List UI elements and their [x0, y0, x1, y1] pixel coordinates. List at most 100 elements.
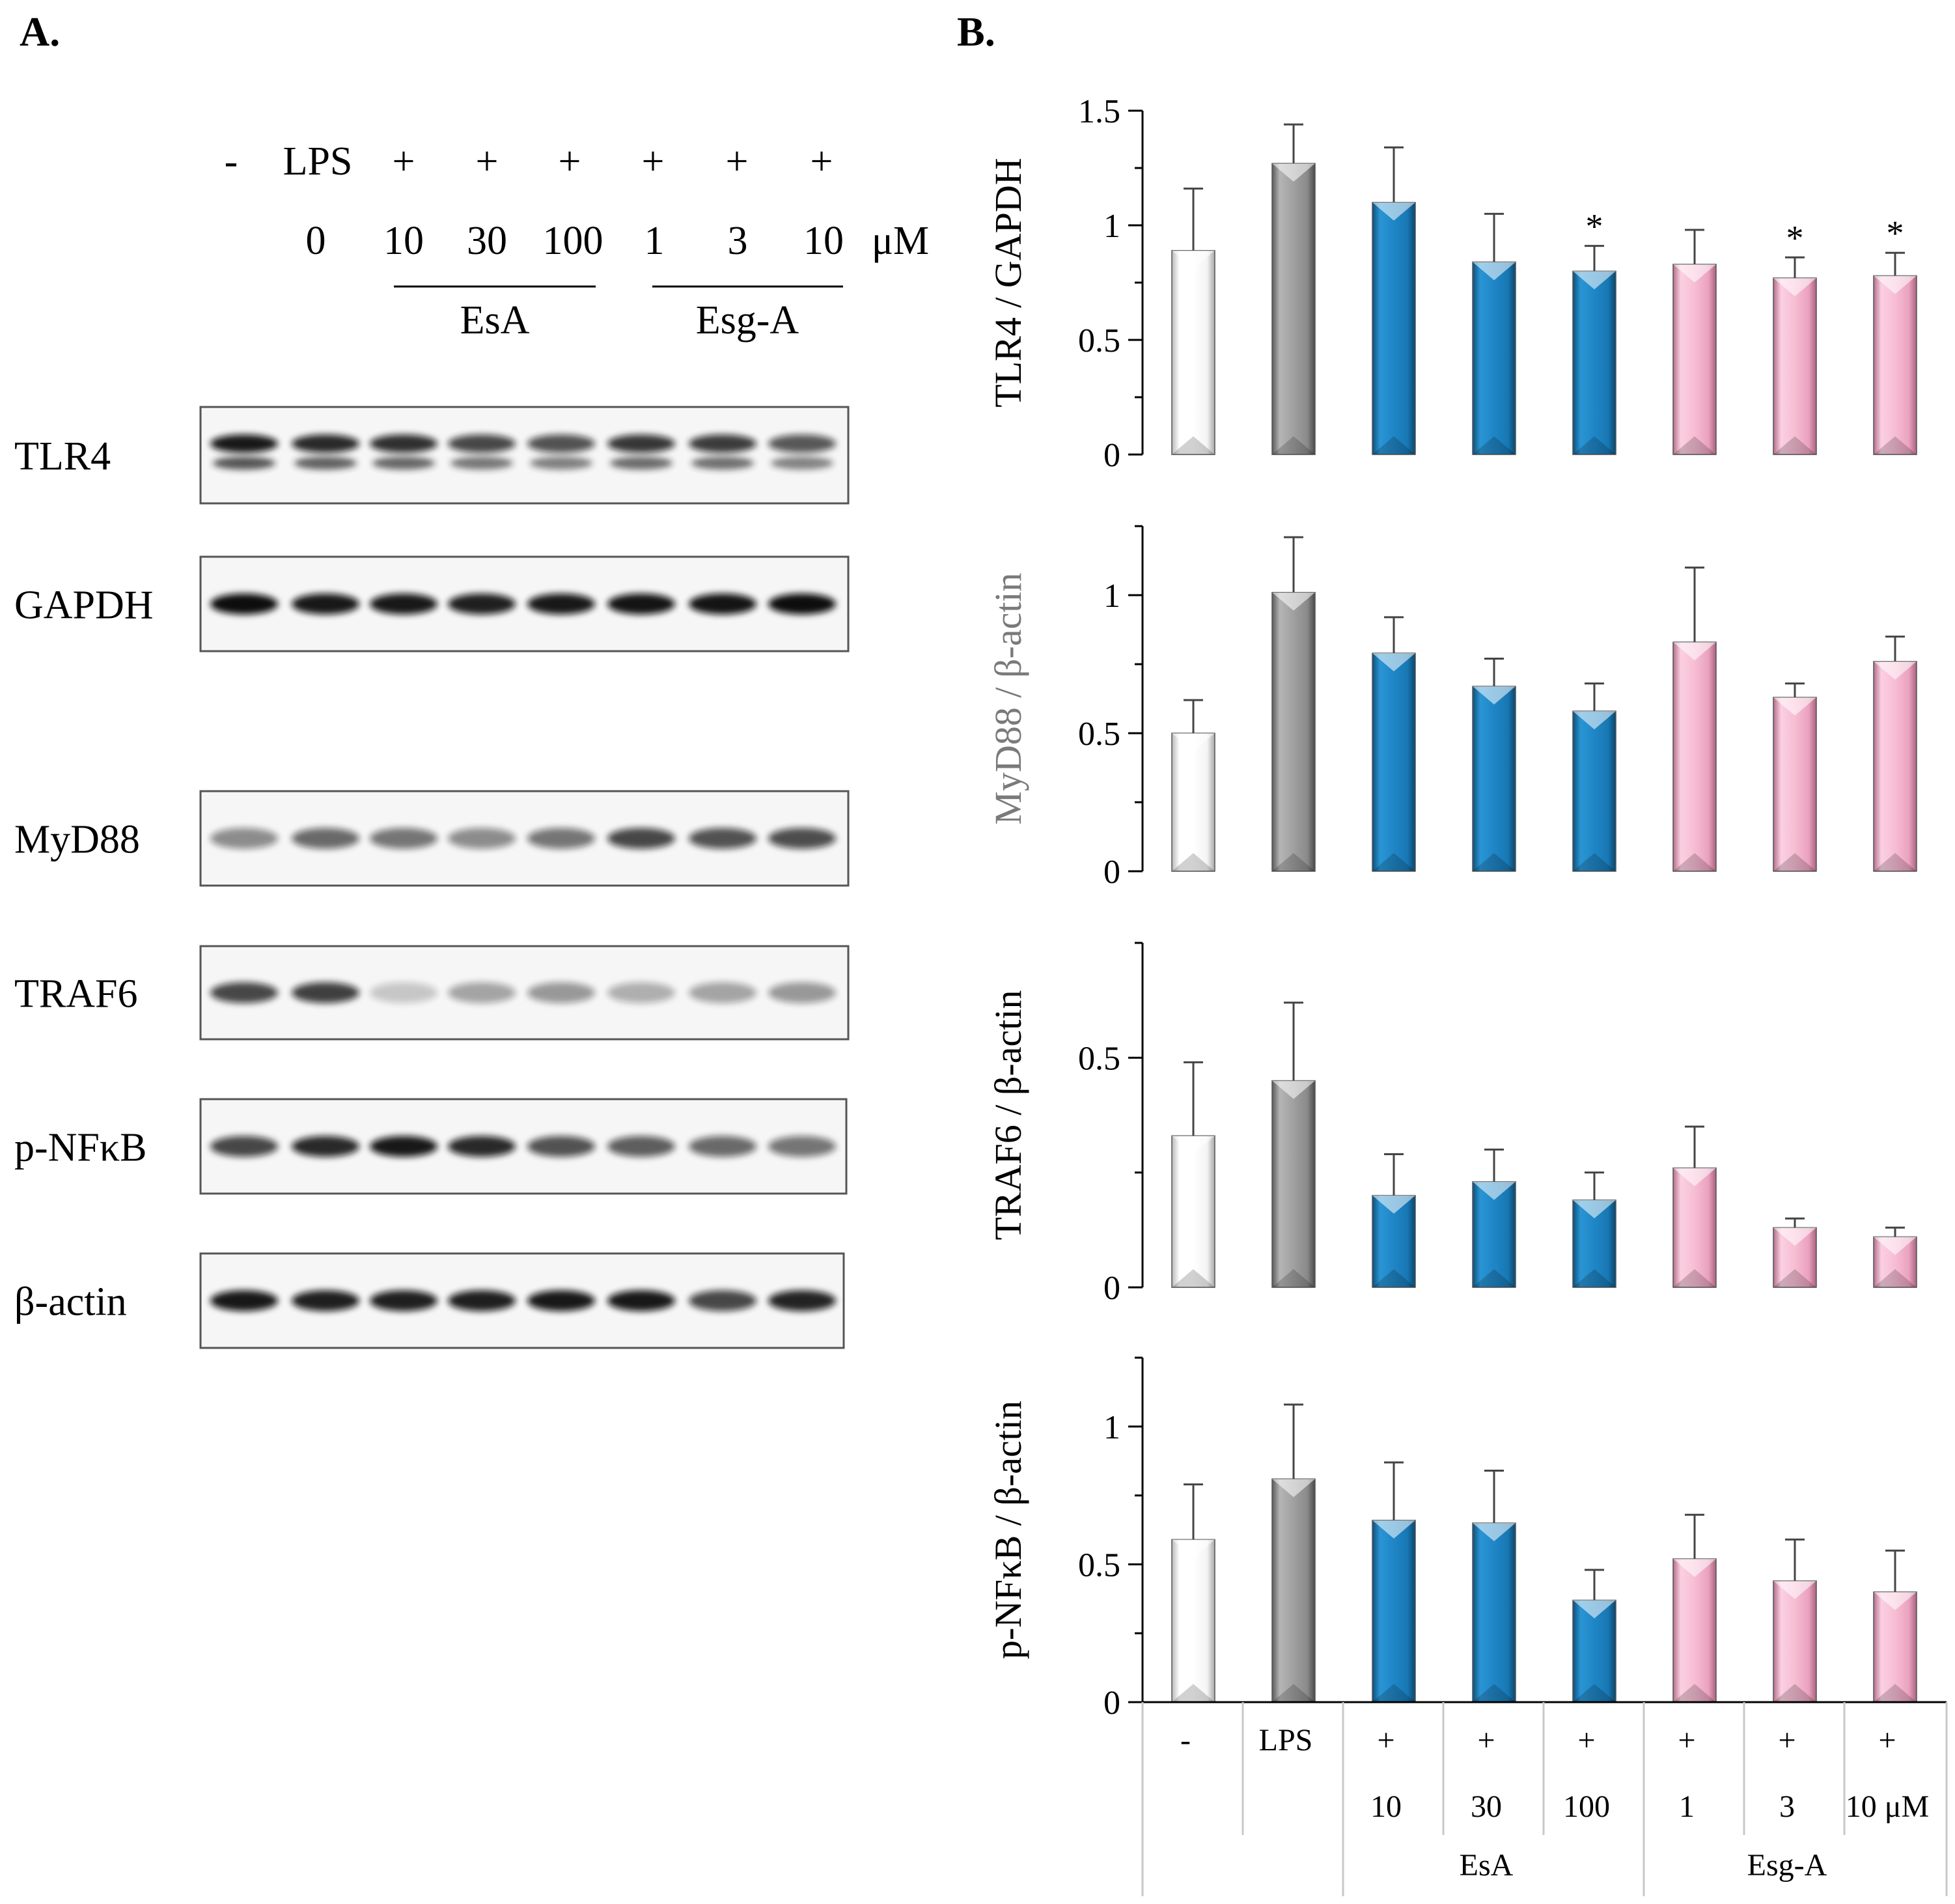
bar-bevel-bottom — [1573, 853, 1616, 871]
bar — [1873, 661, 1917, 872]
header-row1-6: + — [726, 139, 749, 184]
bar-bevel-bottom — [1673, 853, 1716, 871]
band — [689, 434, 756, 453]
band — [448, 828, 516, 849]
band — [210, 1290, 278, 1311]
header-row2-5: 3 — [728, 219, 748, 263]
panel-a-label: A. — [20, 8, 60, 55]
band — [370, 1290, 437, 1311]
band — [370, 982, 437, 1003]
y-tick-label: 1.5 — [1078, 93, 1120, 130]
band — [292, 828, 359, 849]
x-axis-table: - LPS + + + + + +10 30 100 1 3 10 μM EsA Esg-A — [1141, 1702, 1948, 1896]
header-row2-1: 10 — [383, 219, 424, 263]
band — [448, 982, 516, 1003]
y-tick-label: 1 — [1103, 1409, 1120, 1446]
bar-bevel-bottom — [1773, 436, 1816, 455]
bar-bevel-top — [1172, 250, 1215, 269]
bar — [1672, 1558, 1717, 1703]
bar — [1572, 270, 1616, 455]
band — [527, 1290, 595, 1311]
blot-1: GAPDH — [14, 555, 850, 652]
bar — [1472, 261, 1516, 455]
band — [292, 1136, 359, 1157]
bar-bevel-top — [1673, 1558, 1716, 1577]
bar-bevel-bottom — [1272, 436, 1315, 455]
band — [768, 828, 836, 849]
band — [527, 434, 595, 453]
blot-3: TRAF6 — [14, 945, 850, 1041]
header-row1-3: + — [476, 139, 499, 184]
x-row2-cell: 30 — [1471, 1789, 1502, 1824]
bar — [1873, 275, 1917, 455]
band — [768, 1136, 836, 1157]
band — [689, 828, 756, 849]
y-tick-label: 0 — [1103, 437, 1120, 474]
x-row2-cell: 10 — [1370, 1789, 1402, 1824]
bar-bevel-bottom — [1673, 1269, 1716, 1287]
bar-bevel-top — [1673, 642, 1716, 661]
x-group-label: Esg-A — [1747, 1848, 1827, 1883]
bar — [1773, 277, 1817, 455]
band — [210, 593, 278, 615]
bar-bevel-top — [1272, 1080, 1315, 1099]
header-row2-3: 100 — [543, 219, 603, 263]
bar — [1372, 652, 1416, 872]
bar-bevel-bottom — [1272, 1269, 1315, 1287]
bar-bevel-top — [1372, 653, 1415, 672]
band — [768, 982, 836, 1003]
band — [689, 593, 756, 615]
bar-bevel-top — [1773, 1580, 1816, 1599]
band — [768, 1290, 836, 1311]
bar — [1472, 1522, 1516, 1703]
band-lower — [610, 456, 672, 470]
bar-bevel-top — [1773, 697, 1816, 716]
bar-bevel-bottom — [1272, 853, 1315, 871]
bar — [1472, 686, 1516, 872]
bar-bevel-bottom — [1473, 853, 1516, 871]
bar-bevel-top — [1473, 262, 1516, 281]
band — [370, 1136, 437, 1157]
y-tick-label: 0.5 — [1078, 322, 1120, 359]
header-row2-2: 30 — [467, 219, 507, 263]
bar-bevel-bottom — [1773, 1269, 1816, 1287]
band — [210, 828, 278, 849]
x-row1-cell: + — [1477, 1723, 1495, 1757]
band — [370, 593, 437, 615]
band-lower — [294, 456, 357, 470]
chart-0: 0 0.5 1 1.5 TLR4 / GAPDH * * * — [987, 93, 1917, 474]
band — [607, 1136, 675, 1157]
bar-bevel-top — [1673, 1168, 1716, 1186]
band — [527, 982, 595, 1003]
blot-label-0: TLR4 — [14, 434, 111, 479]
bar-bevel-bottom — [1172, 436, 1215, 455]
bar-bevel-top — [1573, 1199, 1616, 1218]
bar — [1171, 249, 1215, 455]
bar-bevel-bottom — [1172, 1684, 1215, 1702]
bar-charts: 0 0.5 1 1.5 TLR4 / GAPDH * * * 0 0.5 1 MyD88 / β-ac… — [987, 93, 1947, 1722]
band-lower — [372, 456, 435, 470]
band — [527, 593, 595, 615]
band — [448, 1136, 516, 1157]
bar — [1372, 202, 1416, 455]
band — [210, 1136, 278, 1157]
bar — [1171, 1539, 1215, 1703]
panel-b-label: B. — [957, 8, 995, 55]
band — [768, 593, 836, 615]
header-row2-7: μM — [872, 219, 929, 263]
band — [370, 828, 437, 849]
blot-label-4: p-NFκB — [14, 1126, 147, 1170]
y-axis-label: TRAF6 / β-actin — [987, 990, 1029, 1240]
bar-bevel-bottom — [1874, 853, 1917, 871]
bar-bevel-bottom — [1874, 436, 1917, 455]
bar-bevel-top — [1272, 1479, 1315, 1498]
bar-bevel-bottom — [1874, 1269, 1917, 1287]
bar-bevel-bottom — [1473, 1684, 1516, 1702]
band — [689, 1290, 756, 1311]
bar — [1672, 1167, 1717, 1288]
bar — [1271, 163, 1316, 455]
y-axis-label: MyD88 / β-actin — [987, 572, 1029, 824]
bar-bevel-bottom — [1372, 1684, 1415, 1702]
significance-mark: * — [1786, 218, 1804, 257]
y-tick-label: 0 — [1103, 1270, 1120, 1307]
